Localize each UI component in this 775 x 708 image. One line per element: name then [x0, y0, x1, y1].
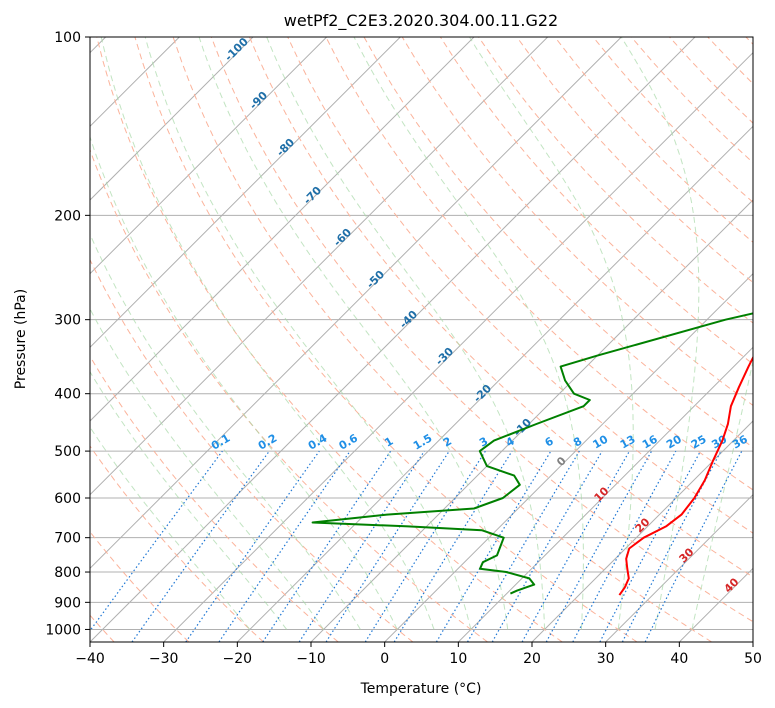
dry-adiabat-line: [287, 37, 753, 534]
mixing-ratio-line: [185, 450, 320, 642]
mixing-ratio-line: [644, 450, 743, 642]
x-tick-label: 20: [523, 651, 541, 667]
x-tick-label: 50: [744, 651, 762, 667]
background-lines: [90, 37, 753, 642]
profiles: [311, 312, 753, 596]
chart-title: wetPf2_C2E3.2020.304.00.11.G22: [284, 11, 558, 31]
dry-adiabat-line: [96, 37, 563, 642]
mixing-ratio-line: [393, 450, 513, 642]
mixing-ratio-line: [572, 450, 677, 642]
x-tick-label: 30: [597, 651, 615, 667]
x-tick-label: 40: [670, 651, 688, 667]
moist-adiabat-line: [198, 37, 509, 630]
isotherm-line: [236, 125, 753, 642]
plot-frame: [89, 36, 754, 643]
mixing-ratio-line: [325, 450, 450, 642]
x-axis-label: Temperature (°C): [360, 681, 482, 697]
mixing-ratio-line: [298, 450, 425, 642]
moist-adiabat-line: [90, 370, 288, 630]
moist-adiabat-line: [266, 37, 546, 630]
dry-adiabat-line: [134, 37, 638, 642]
y-tick-label: 900: [54, 595, 81, 611]
mixing-ratio-line: [262, 450, 392, 642]
mixing-ratio-line: [545, 450, 653, 642]
moist-adiabat-line: [469, 37, 634, 630]
moist-adiabat-line: [100, 37, 435, 630]
x-tick-label: −40: [75, 651, 105, 667]
x-tick-label: 0: [380, 651, 389, 667]
dry-adiabat-line: [90, 445, 264, 642]
y-tick-label: 300: [54, 313, 81, 329]
moist-adiabat-line: [620, 37, 700, 630]
y-tick-label: 700: [54, 531, 81, 547]
isotherm-line: [90, 37, 254, 201]
dry-adiabat-line: [172, 37, 712, 642]
y-tick-label: 100: [54, 30, 81, 46]
mixing-ratio-line: [131, 450, 270, 642]
dry-adiabat-line: [249, 37, 753, 578]
moist-adiabat-line: [691, 358, 753, 630]
y-axis-label: Pressure (hPa): [13, 289, 29, 389]
dry-adiabat-line: [90, 355, 339, 642]
x-tick-label: −30: [149, 651, 179, 667]
isotherm-line: [457, 346, 753, 642]
isotherm-line: [163, 51, 753, 642]
dry-adiabat-line: [90, 258, 414, 642]
y-tick-label: 400: [54, 387, 81, 403]
isotherm-line: [531, 420, 753, 642]
isotherm-line: [90, 37, 696, 642]
y-tick-label: 600: [54, 491, 81, 507]
isotherm-line: [310, 199, 753, 642]
moist-adiabat-line: [90, 426, 251, 630]
isotherm-line: [90, 37, 622, 570]
moist-adiabat-line: [144, 37, 472, 630]
dewpoint-profile: [311, 312, 753, 595]
moist-adiabat-line: [90, 232, 361, 630]
x-tick-label: −20: [223, 651, 253, 667]
dry-adiabat-line: [210, 37, 753, 623]
dry-adiabat-line: [516, 37, 753, 284]
dry-adiabat-line: [325, 37, 753, 491]
moist-adiabat-line: [90, 308, 325, 630]
isotherm-line: [90, 37, 549, 496]
mixing-ratio-line: [521, 450, 631, 642]
moist-adiabat-line: [353, 37, 584, 630]
y-tick-label: 800: [54, 565, 81, 581]
isotherm-line: [90, 37, 475, 422]
x-tick-label: −10: [296, 651, 326, 667]
temperature-profile: [618, 355, 753, 596]
isotherm-line: [384, 272, 753, 642]
y-tick-label: 1000: [45, 622, 81, 638]
isotherm-line: [605, 493, 753, 642]
ticks: −40 −30 −20 −10 0 10 20 30 40 50 100 200 300 400 500 60…: [45, 30, 762, 667]
y-tick-label: 200: [54, 208, 81, 224]
mixing-ratio-line: [90, 450, 223, 632]
isotherm-line: [90, 37, 328, 275]
moist-adiabat-line: [90, 135, 398, 630]
mixing-ratio-line: [218, 450, 351, 642]
x-tick-label: 10: [449, 651, 467, 667]
y-tick-label: 500: [54, 444, 81, 460]
